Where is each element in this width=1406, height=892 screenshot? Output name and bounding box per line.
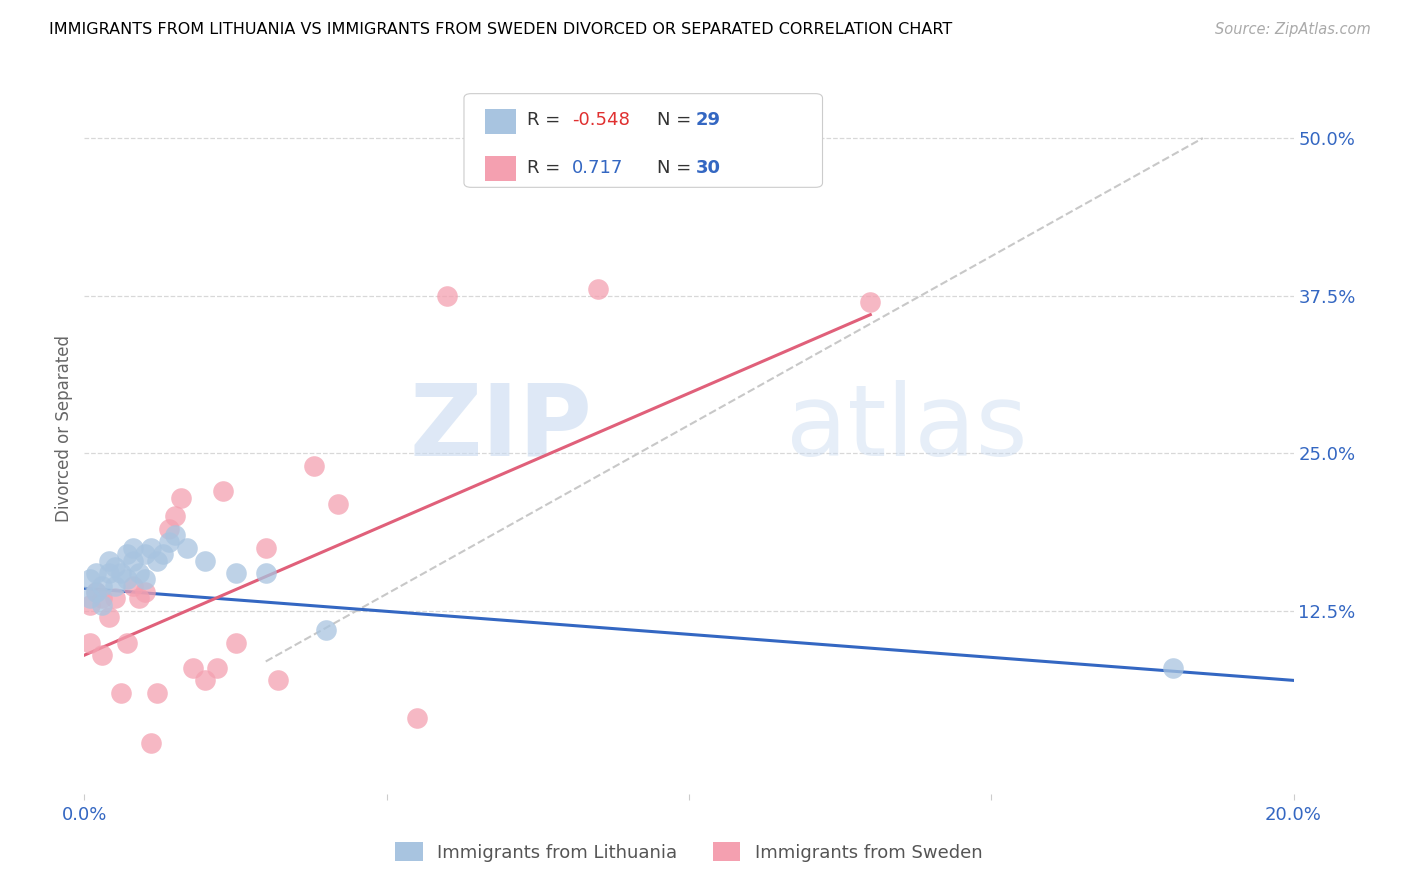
Text: IMMIGRANTS FROM LITHUANIA VS IMMIGRANTS FROM SWEDEN DIVORCED OR SEPARATED CORREL: IMMIGRANTS FROM LITHUANIA VS IMMIGRANTS … bbox=[49, 22, 952, 37]
Point bbox=[139, 541, 162, 555]
Point bbox=[315, 623, 337, 637]
Point bbox=[79, 573, 101, 587]
Point bbox=[91, 648, 114, 662]
Point bbox=[110, 566, 132, 581]
Text: R =: R = bbox=[527, 159, 572, 177]
Point bbox=[121, 541, 143, 555]
Point bbox=[1161, 661, 1184, 675]
Point bbox=[194, 553, 217, 567]
Point bbox=[146, 686, 169, 700]
Point bbox=[267, 673, 290, 688]
Point bbox=[86, 566, 108, 581]
Point bbox=[254, 566, 277, 581]
Point bbox=[859, 295, 882, 310]
Point bbox=[328, 497, 350, 511]
Text: N =: N = bbox=[657, 159, 696, 177]
Point bbox=[104, 579, 127, 593]
Point bbox=[225, 566, 247, 581]
Point bbox=[588, 282, 610, 296]
Point bbox=[194, 673, 217, 688]
Point bbox=[225, 635, 247, 649]
Point bbox=[86, 585, 108, 599]
Point bbox=[91, 591, 114, 606]
Point bbox=[165, 528, 187, 542]
Point bbox=[134, 573, 156, 587]
Point bbox=[97, 553, 120, 567]
Point bbox=[115, 573, 138, 587]
Point bbox=[436, 289, 458, 303]
Point bbox=[110, 686, 132, 700]
Point bbox=[79, 591, 101, 606]
Point bbox=[91, 579, 114, 593]
Point bbox=[207, 661, 229, 675]
Point bbox=[406, 711, 429, 725]
Text: -0.548: -0.548 bbox=[572, 112, 630, 129]
Point bbox=[79, 598, 101, 612]
Text: N =: N = bbox=[657, 112, 696, 129]
Point bbox=[157, 522, 180, 536]
Point bbox=[302, 458, 325, 473]
Text: R =: R = bbox=[527, 112, 567, 129]
Point bbox=[181, 661, 204, 675]
Y-axis label: Divorced or Separated: Divorced or Separated bbox=[55, 334, 73, 522]
Point bbox=[254, 541, 277, 555]
Point bbox=[128, 591, 150, 606]
Point bbox=[115, 635, 138, 649]
Point bbox=[157, 534, 180, 549]
Point bbox=[128, 566, 150, 581]
Point bbox=[152, 547, 174, 561]
Text: atlas: atlas bbox=[786, 380, 1028, 476]
Point bbox=[121, 579, 143, 593]
Text: 0.717: 0.717 bbox=[572, 159, 624, 177]
Point bbox=[134, 547, 156, 561]
Point bbox=[79, 635, 101, 649]
Point bbox=[91, 598, 114, 612]
Point bbox=[146, 553, 169, 567]
Point bbox=[97, 566, 120, 581]
Text: Source: ZipAtlas.com: Source: ZipAtlas.com bbox=[1215, 22, 1371, 37]
Point bbox=[86, 585, 108, 599]
Point bbox=[104, 591, 127, 606]
Point bbox=[212, 484, 235, 499]
Text: 29: 29 bbox=[696, 112, 721, 129]
Point bbox=[170, 491, 193, 505]
Point bbox=[115, 547, 138, 561]
Text: 30: 30 bbox=[696, 159, 721, 177]
Point bbox=[176, 541, 198, 555]
Point bbox=[165, 509, 187, 524]
Point bbox=[104, 560, 127, 574]
Point bbox=[139, 736, 162, 750]
Point bbox=[97, 610, 120, 624]
Point bbox=[134, 585, 156, 599]
Text: ZIP: ZIP bbox=[409, 380, 592, 476]
Point bbox=[121, 553, 143, 567]
Legend: Immigrants from Lithuania, Immigrants from Sweden: Immigrants from Lithuania, Immigrants fr… bbox=[388, 835, 990, 869]
